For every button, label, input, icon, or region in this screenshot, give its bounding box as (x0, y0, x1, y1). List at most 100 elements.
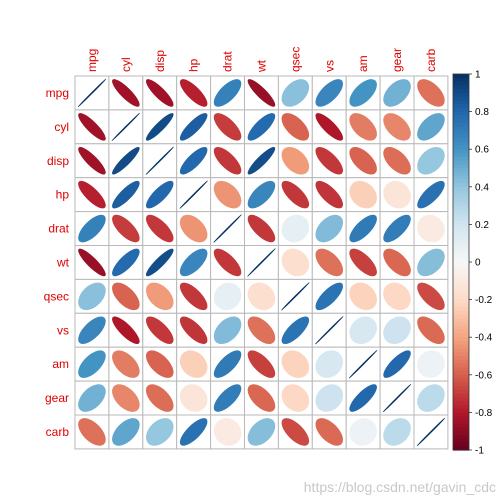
colorbar-segment (453, 201, 469, 207)
colorbar-segment (453, 363, 469, 368)
colorbar-segment (453, 183, 469, 188)
ellipse-vs-mpg (78, 316, 106, 345)
ellipse-am-hp (179, 350, 208, 378)
colorbar-segment (453, 431, 469, 436)
ellipse-disp-gear (383, 146, 411, 175)
ellipse-gear-wt (247, 384, 276, 412)
colorbar-segment (453, 423, 469, 429)
ellipse-carb-drat (213, 418, 242, 446)
ellipse-wt-cyl (112, 248, 140, 277)
ellipse-hp-hp (179, 180, 208, 209)
colorbar-segment (453, 359, 469, 365)
colorbar-segment (453, 322, 469, 327)
ellipse-carb-gear (383, 418, 411, 446)
colorbar-segment (453, 246, 469, 252)
ellipse-vs-cyl (112, 316, 140, 345)
colorbar-segment (453, 438, 469, 444)
ellipse-drat-gear (383, 214, 411, 243)
colorbar-segment (453, 378, 469, 383)
colorbar-segment (453, 156, 469, 162)
ellipse-drat-am (349, 214, 377, 243)
ellipse-mpg-gear (383, 79, 411, 107)
colorbar-segment (453, 288, 469, 293)
ellipse-gear-disp (145, 384, 174, 412)
ellipse-wt-am (349, 248, 377, 277)
row-label-gear: gear (45, 391, 69, 405)
colorbar-segment (453, 412, 469, 417)
ellipse-mpg-am (349, 79, 377, 107)
ellipse-am-drat (213, 350, 242, 378)
colorbar-segment (453, 393, 469, 398)
colorbar-segment (453, 186, 469, 192)
ellipse-vs-hp (179, 316, 208, 345)
colorbar-segment (453, 89, 469, 94)
ellipse-am-carb (417, 350, 445, 378)
colorbar-segment (453, 111, 469, 116)
ellipse-am-disp (145, 350, 174, 378)
ellipse-am-vs (315, 350, 344, 378)
ellipse-qsec-gear (383, 282, 411, 311)
ellipse-wt-mpg (78, 248, 106, 277)
colorbar-segment (453, 160, 469, 165)
colorbar-segment (453, 213, 469, 218)
colorbar-segment (453, 122, 469, 128)
colorbar-segment (453, 348, 469, 353)
column-labels: mpg cyl disp hp drat wt qsec vs am gear carb (85, 47, 438, 73)
ellipse-mpg-disp (145, 79, 174, 107)
colorbar-tick-label: -0.4 (475, 333, 493, 344)
ellipse-wt-vs (315, 248, 344, 277)
colorbar-tick-label: -1 (475, 446, 484, 457)
colorbar-segment (453, 164, 469, 169)
ellipse-hp-disp (145, 180, 174, 209)
colorbar-segment (453, 224, 469, 229)
ellipse-am-mpg (78, 350, 106, 378)
ellipse-cyl-vs (315, 113, 344, 141)
watermark-text: https://blog.csdn.net/gavin_cdc (304, 479, 496, 495)
ellipse-gear-cyl (112, 384, 140, 412)
ellipse-wt-qsec (281, 248, 310, 277)
colorbar-segment (453, 292, 469, 297)
column-label-am: am (356, 55, 370, 72)
ellipse-disp-wt (247, 146, 276, 175)
colorbar-tick-label: 0.6 (475, 145, 489, 156)
ellipse-gear-qsec (281, 384, 310, 412)
ellipse-qsec-drat (213, 282, 242, 311)
ellipse-cyl-cyl (111, 112, 141, 142)
ellipse-cyl-mpg (78, 113, 106, 141)
ellipse-disp-carb (417, 146, 445, 175)
ellipse-drat-drat (213, 214, 242, 243)
ellipse-mpg-mpg (77, 78, 107, 108)
row-label-qsec: qsec (44, 289, 69, 303)
ellipse-wt-hp (179, 248, 208, 277)
colorbar-segment (453, 333, 469, 338)
ellipse-disp-disp (145, 146, 175, 176)
colorbar-segment (453, 389, 469, 395)
colorbar-segment (453, 307, 469, 312)
colorbar-segment (453, 408, 469, 413)
ellipse-hp-carb (417, 180, 445, 209)
colorbar-segment (453, 401, 469, 406)
ellipse-disp-vs (315, 146, 344, 175)
ellipse-wt-wt (247, 248, 276, 277)
colorbar-segment (453, 194, 469, 199)
ellipse-qsec-carb (417, 282, 445, 311)
colorbar-segment (453, 81, 469, 86)
ellipse-carb-hp (179, 418, 208, 446)
ellipse-gear-hp (179, 384, 208, 412)
ellipse-hp-cyl (112, 180, 140, 209)
ellipse-carb-disp (145, 418, 174, 446)
column-label-gear: gear (390, 48, 404, 72)
ellipse-qsec-hp (179, 282, 208, 311)
colorbar-segment (453, 325, 469, 331)
ellipse-mpg-qsec (281, 79, 310, 107)
ellipse-vs-wt (247, 316, 276, 345)
colorbar-segment (453, 115, 469, 120)
colorbar-segment (453, 344, 469, 350)
matrix-cells (74, 75, 449, 450)
colorbar-tick-label: 0.2 (475, 220, 489, 231)
colorbar-segment (453, 92, 469, 98)
ellipse-wt-carb (417, 248, 445, 277)
ellipse-drat-vs (315, 214, 344, 243)
column-label-cyl: cyl (119, 57, 133, 72)
colorbar-segment (453, 295, 469, 301)
